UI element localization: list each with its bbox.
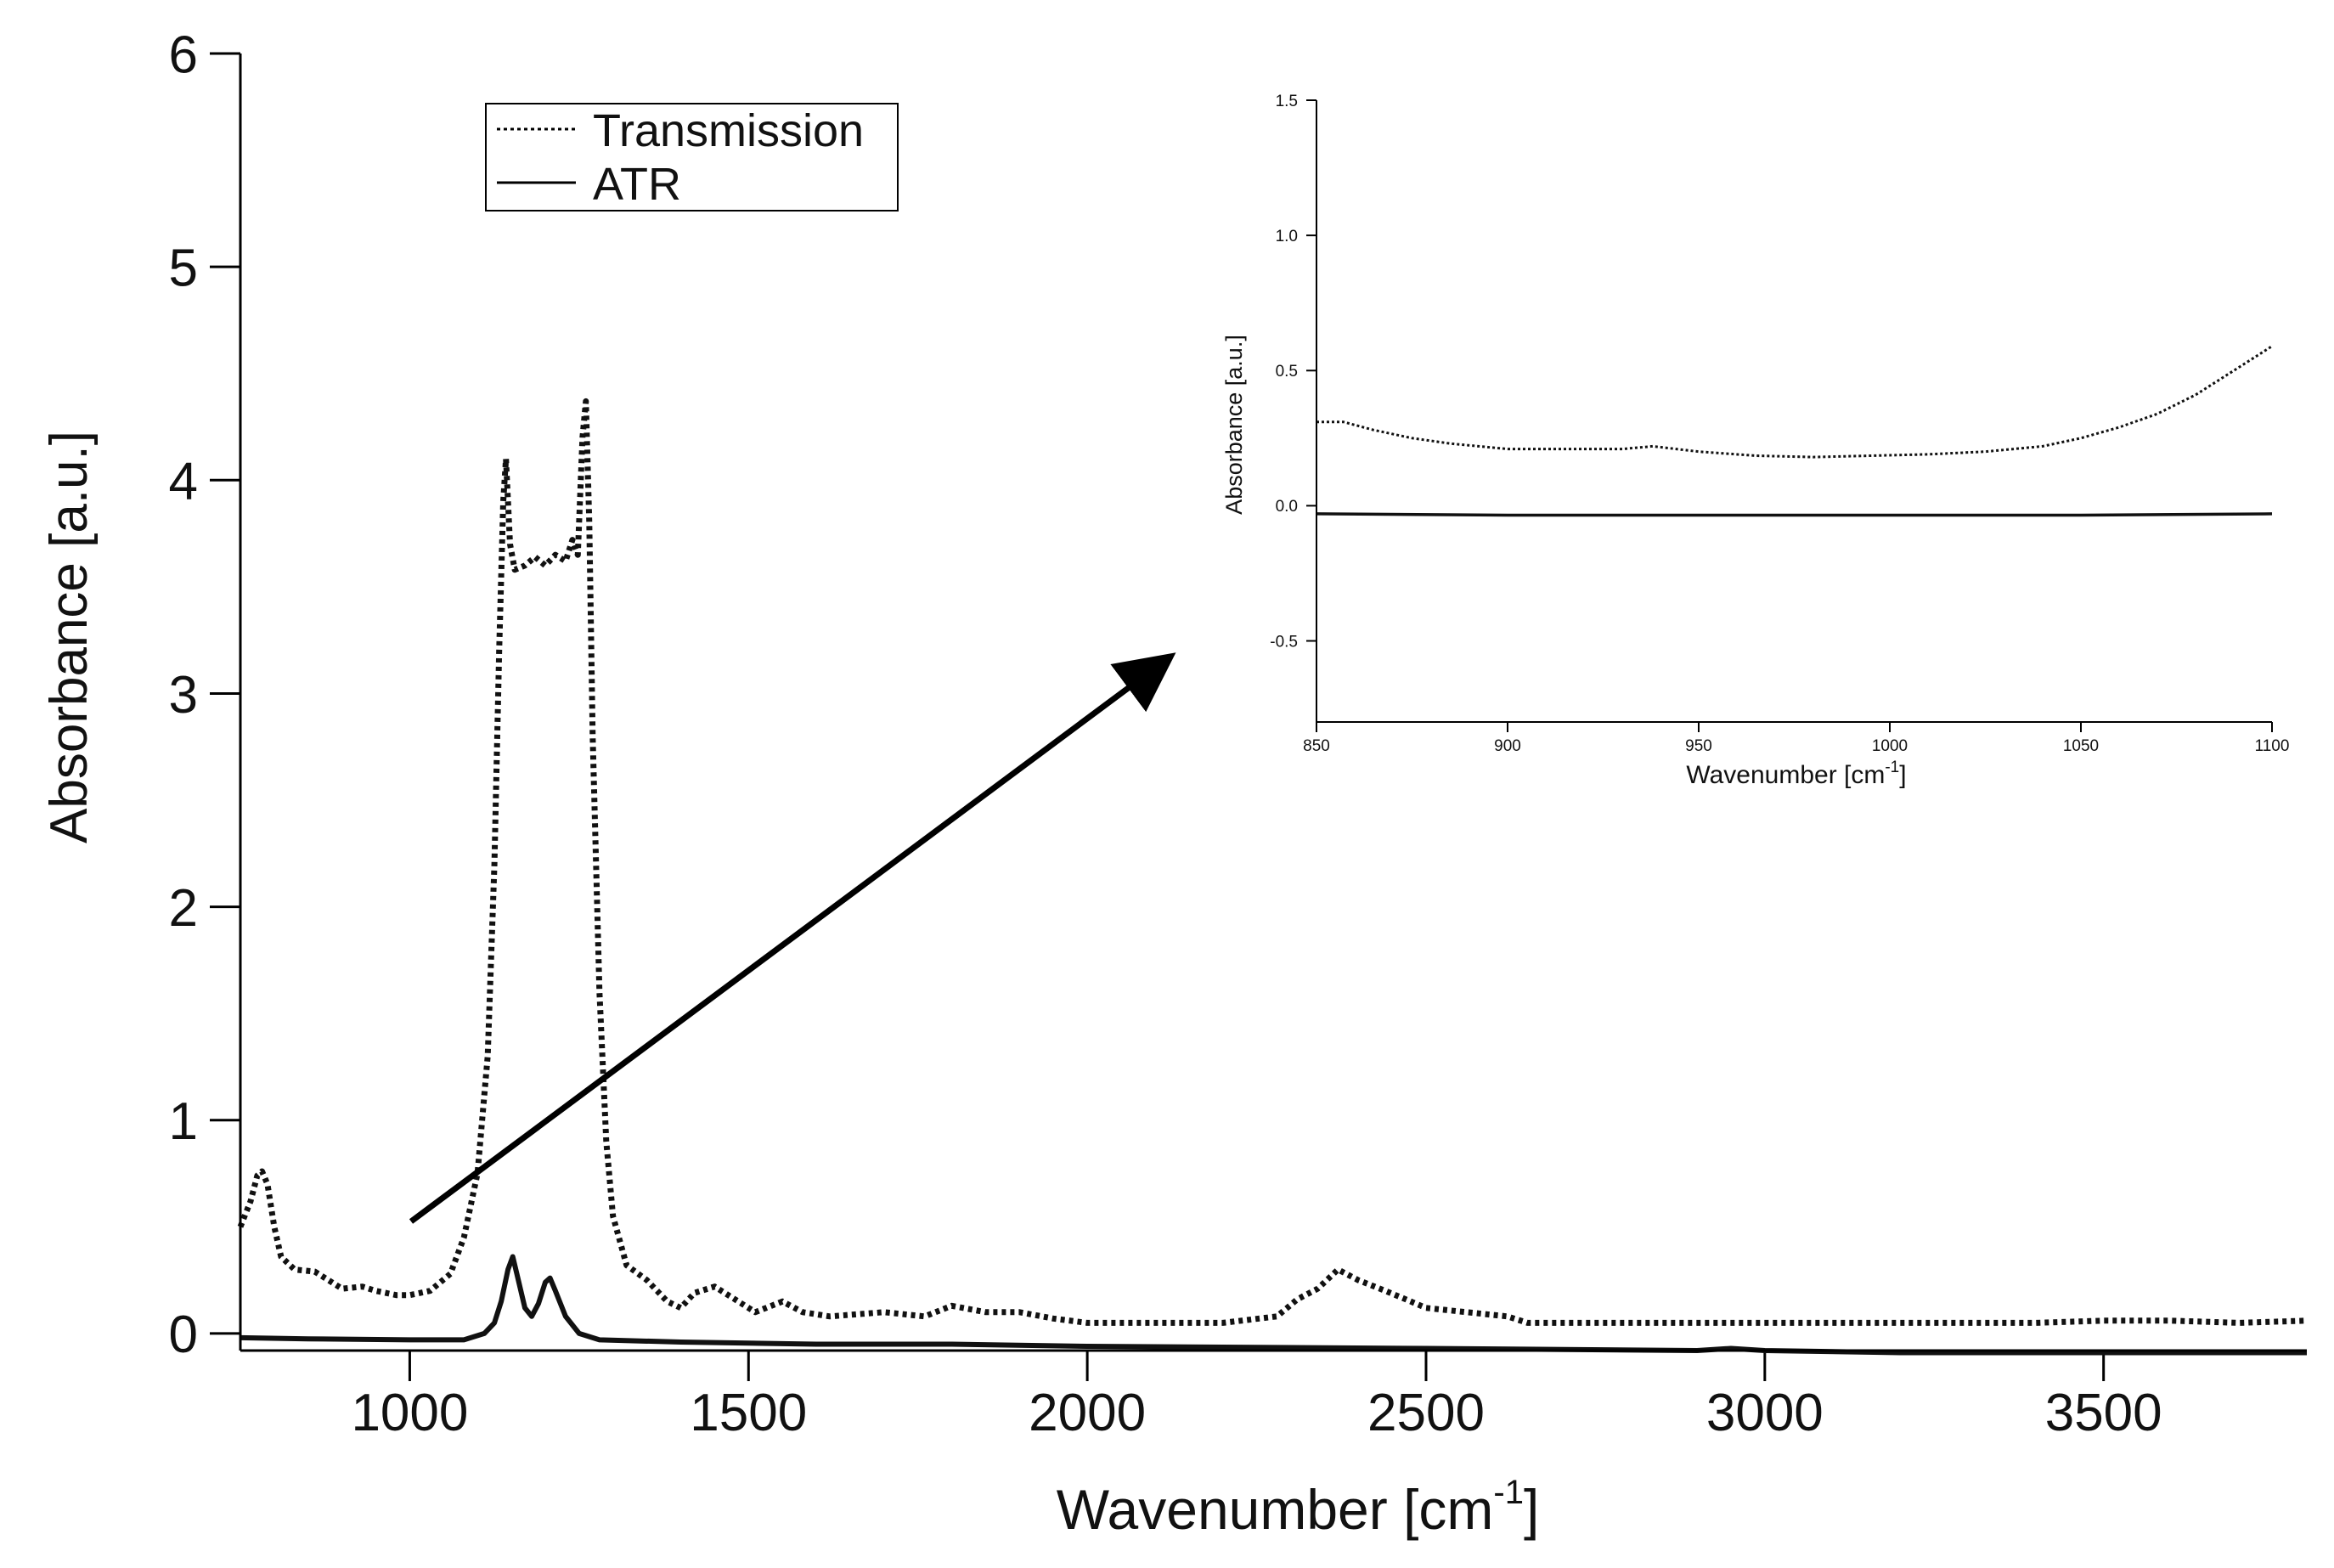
main-y-tick-label: 0 xyxy=(169,1306,198,1364)
inset-x-tick-label: 900 xyxy=(1494,737,1521,755)
inset-x-ticks: 850 900 950 1000 1050 1100 xyxy=(1303,722,2289,755)
inset-x-axis-label-text: Wavenumber [cm xyxy=(1686,761,1885,789)
inset-x-tick-label: 1050 xyxy=(2063,737,2099,755)
inset-x-axis-label: Wavenumber [cm-1] xyxy=(1686,759,1906,789)
main-y-tick-label: 2 xyxy=(169,879,198,938)
legend-label-transmission: Transmission xyxy=(593,105,864,156)
main-series-atr xyxy=(240,1254,2307,1356)
main-y-tick-label: 1 xyxy=(169,1092,198,1151)
main-y-tick-label: 5 xyxy=(169,239,198,297)
zoom-arrow xyxy=(409,652,1176,1224)
main-y-tick-label: 6 xyxy=(169,25,198,84)
inset-x-tick-label: 1000 xyxy=(1872,737,1908,755)
main-x-tick-label: 2000 xyxy=(1029,1384,1146,1442)
inset-series-atr xyxy=(1316,512,2273,517)
inset-y-ticks: -0.5 0.0 0.5 1.0 1.5 xyxy=(1270,93,1316,651)
main-series-transmission xyxy=(237,398,2308,1326)
legend-label-atr: ATR xyxy=(593,159,681,210)
main-x-axis-label-suffix: ] xyxy=(1524,1478,1539,1541)
main-x-ticks: 1000 1500 2000 2500 3000 3500 xyxy=(351,1351,2162,1442)
inset-x-tick-label: 850 xyxy=(1303,737,1330,755)
inset-y-tick-label: 1.5 xyxy=(1276,93,1298,110)
inset-x-axis-label-sup: -1 xyxy=(1885,759,1899,776)
legend-box xyxy=(485,103,899,212)
main-y-tick-label: 3 xyxy=(169,666,198,725)
inset-y-tick-label: 1.0 xyxy=(1276,228,1298,245)
main-y-axis-label: Absorbance [a.u.] xyxy=(40,431,99,843)
inset-y-tick-label: 0.0 xyxy=(1276,498,1298,516)
main-x-tick-label: 3000 xyxy=(1706,1384,1824,1442)
inset-y-tick-label: -0.5 xyxy=(1270,633,1298,651)
main-x-tick-label: 3500 xyxy=(2045,1384,2162,1442)
inset-chart: -0.5 0.0 0.5 1.0 1.5 850 900 950 1000 1050 1100 A… xyxy=(1221,93,2289,789)
main-x-axis-label-sup: -1 xyxy=(1493,1474,1524,1511)
main-x-tick-label: 1000 xyxy=(351,1384,468,1442)
main-x-tick-label: 2500 xyxy=(1367,1384,1485,1442)
inset-x-tick-label: 1100 xyxy=(2255,737,2290,755)
inset-y-axis-label: Absorbance [a.u.] xyxy=(1221,335,1247,515)
main-y-ticks: 0 1 2 3 4 5 6 xyxy=(169,25,240,1364)
main-y-tick-label: 4 xyxy=(169,453,198,511)
inset-x-axis-label-suffix: ] xyxy=(1899,761,1906,789)
inset-x-tick-label: 950 xyxy=(1685,737,1712,755)
inset-series-transmission xyxy=(1316,345,2273,459)
main-chart: 0 1 2 3 4 5 6 1000 1500 2000 2500 3000 3500 Absorba… xyxy=(40,25,2308,1541)
inset-y-tick-label: 0.5 xyxy=(1276,363,1298,381)
main-x-axis-label-text: Wavenumber [cm xyxy=(1057,1478,1494,1541)
main-x-tick-label: 1500 xyxy=(690,1384,807,1442)
main-x-axis-label: Wavenumber [cm-1] xyxy=(1057,1474,1540,1541)
legend: Transmission ATR xyxy=(485,103,899,212)
main-series-group xyxy=(237,398,2308,1356)
inset-series-group xyxy=(1316,345,2273,517)
